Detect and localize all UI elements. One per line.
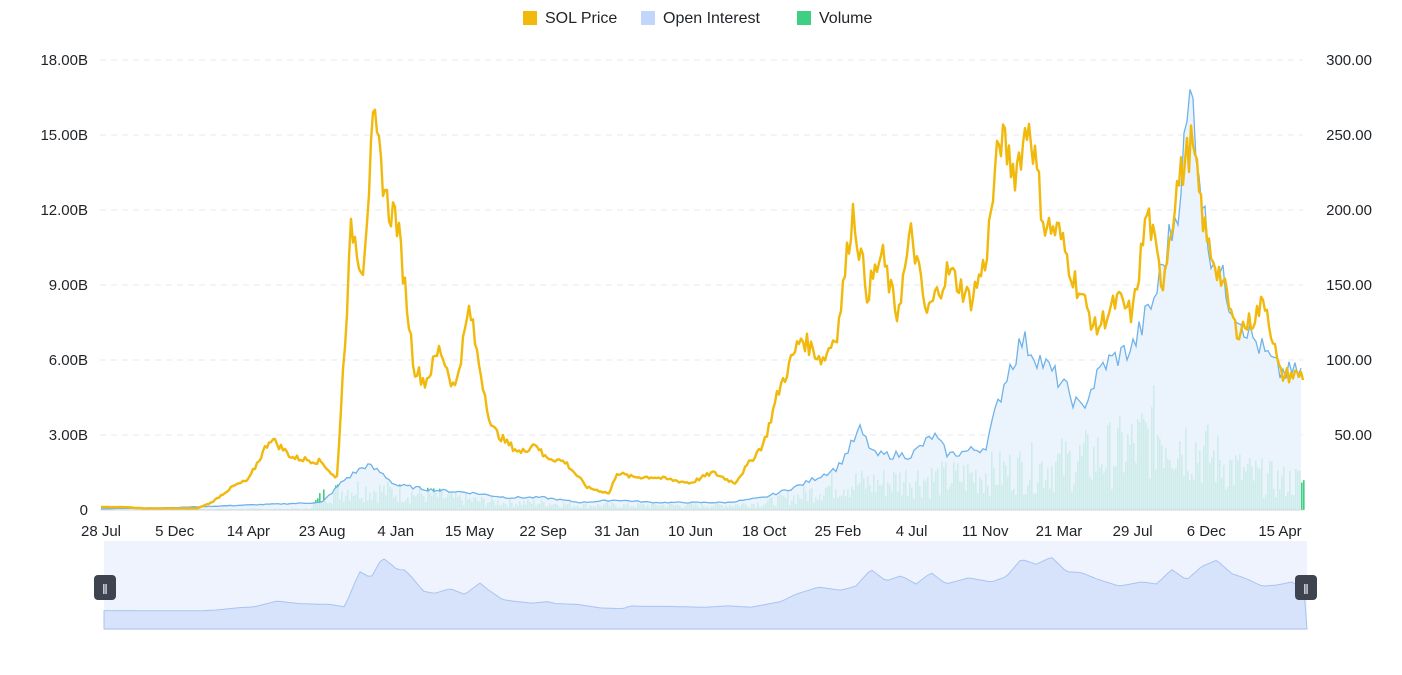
- x-tick-label: 5 Dec: [155, 523, 195, 540]
- volume-bar: [1301, 482, 1303, 510]
- y-left-tick-label: 6.00B: [49, 352, 88, 369]
- x-tick-label: 28 Jul: [81, 523, 121, 540]
- open-interest-line: [100, 89, 1302, 510]
- series-sol-price: [100, 108, 1305, 510]
- y-left-tick-label: 9.00B: [49, 277, 88, 294]
- legend-swatch-volume[interactable]: [797, 11, 811, 25]
- y-left-tick-label: 12.00B: [40, 202, 88, 219]
- x-tick-label: 6 Dec: [1187, 523, 1227, 540]
- x-axis: 28 Jul 5 Dec 14 Apr 23 Aug 4 Jan 15 May 22 Sep…: [81, 509, 1303, 540]
- sol-price-line: [100, 108, 1305, 510]
- navigator-area: [103, 557, 1308, 630]
- legend-label-sol-price[interactable]: SOL Price: [545, 10, 617, 27]
- volume-bar: [319, 493, 321, 510]
- x-tick-label: 10 Jun: [668, 523, 713, 540]
- x-tick-label: 4 Jan: [377, 523, 414, 540]
- y-left-tick-label: 0: [80, 502, 88, 519]
- y-right-tick-label: 150.00: [1326, 277, 1372, 294]
- navigator-handle-right[interactable]: ǁ: [1295, 575, 1317, 600]
- y-axis-right: 50.00 100.00 150.00 200.00 250.00 300.00: [1326, 52, 1372, 444]
- x-tick-label: 31 Jan: [594, 523, 639, 540]
- x-tick-label: 15 May: [445, 523, 495, 540]
- legend-label-volume[interactable]: Volume: [819, 10, 872, 27]
- y-right-tick-label: 250.00: [1326, 127, 1372, 144]
- navigator-handle-right-grip: ǁ: [1303, 582, 1308, 595]
- x-tick-label: 4 Jul: [896, 523, 928, 540]
- navigator-handle-left-grip: ǁ: [102, 582, 107, 595]
- x-tick-label: 25 Feb: [815, 523, 862, 540]
- x-tick-label: 15 Apr: [1258, 523, 1301, 540]
- y-right-tick-label: 100.00: [1326, 352, 1372, 369]
- y-right-tick-label: 300.00: [1326, 52, 1372, 69]
- y-right-tick-label: 50.00: [1334, 427, 1372, 444]
- series-open-interest: [100, 89, 1302, 511]
- y-axis-left: 0 3.00B 6.00B 9.00B 12.00B 15.00B 18.00B: [40, 52, 88, 519]
- x-tick-label: 21 Mar: [1036, 523, 1083, 540]
- y-left-tick-label: 15.00B: [40, 127, 88, 144]
- range-navigator[interactable]: ǁ ǁ: [94, 541, 1317, 630]
- x-tick-label: 29 Jul: [1113, 523, 1153, 540]
- y-left-tick-label: 18.00B: [40, 52, 88, 69]
- y-left-tick-label: 3.00B: [49, 427, 88, 444]
- legend-swatch-sol-price[interactable]: [523, 11, 537, 25]
- x-tick-label: 11 Nov: [962, 523, 1009, 540]
- legend-swatch-open-interest[interactable]: [641, 11, 655, 25]
- legend-label-open-interest[interactable]: Open Interest: [663, 10, 761, 27]
- x-tick-label: 18 Oct: [742, 523, 787, 540]
- open-interest-area: [101, 89, 1301, 511]
- chart-legend: SOL Price Open Interest Volume: [523, 10, 872, 27]
- x-tick-label: 23 Aug: [299, 523, 346, 540]
- navigator-handle-left[interactable]: ǁ: [94, 575, 116, 600]
- y-right-tick-label: 200.00: [1326, 202, 1372, 219]
- volume-bar: [1303, 480, 1305, 510]
- x-tick-label: 22 Sep: [519, 523, 567, 540]
- x-tick-label: 14 Apr: [227, 523, 270, 540]
